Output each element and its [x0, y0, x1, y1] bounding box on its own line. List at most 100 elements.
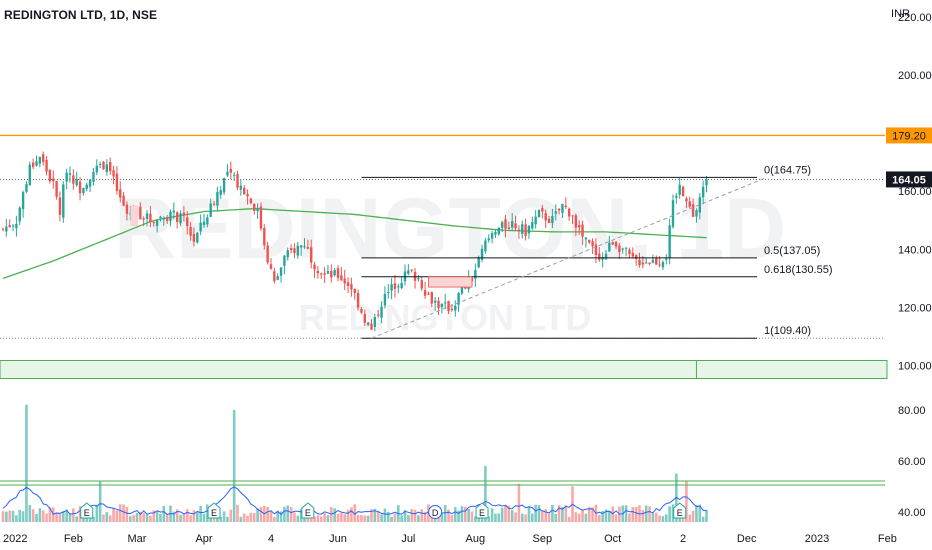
- candle-body: [427, 293, 430, 295]
- candle: [243, 185, 246, 195]
- earnings-marker-icon: [80, 502, 94, 519]
- candle: [149, 206, 152, 228]
- volume-bar: [688, 514, 692, 522]
- candle: [28, 161, 31, 186]
- candle-body: [494, 232, 497, 235]
- candle-body: [594, 244, 598, 255]
- candle: [263, 224, 266, 250]
- candle: [18, 206, 21, 226]
- candle-body: [169, 211, 172, 221]
- event-marker-earnings: E: [673, 502, 687, 519]
- candle: [212, 200, 216, 207]
- candle: [232, 172, 236, 181]
- candle-body: [383, 293, 387, 306]
- candle-body: [578, 225, 581, 228]
- volume-bar: [1, 511, 5, 522]
- event-marker-label: E: [677, 508, 683, 518]
- volume-tick-label: 40.00: [898, 507, 926, 519]
- candle-body: [634, 255, 638, 260]
- last-price-label: 164.05: [892, 174, 926, 186]
- volume-bar: [185, 509, 189, 522]
- candle-body: [521, 224, 524, 234]
- candle: [45, 156, 48, 176]
- candle: [192, 227, 196, 247]
- candle-body: [323, 273, 326, 275]
- candle-body: [641, 262, 645, 265]
- volume-bar: [648, 506, 651, 522]
- candle: [155, 219, 159, 233]
- candle-body: [370, 323, 373, 330]
- candle: [427, 291, 430, 296]
- candle: [373, 313, 377, 332]
- volume-bar: [283, 506, 286, 522]
- volume-bar: [18, 509, 22, 522]
- candle-body: [165, 217, 169, 221]
- candle-body: [310, 247, 313, 263]
- volume-bar: [175, 509, 179, 522]
- candle-body: [675, 195, 678, 198]
- volume-bar: [631, 507, 635, 522]
- volume-bar: [373, 508, 377, 522]
- volume-bar: [350, 507, 353, 522]
- candle-body: [480, 248, 484, 260]
- fib-label-1: 1(109.40): [764, 325, 811, 337]
- volume-bar: [239, 516, 243, 522]
- candle: [55, 180, 58, 200]
- candle: [5, 219, 8, 237]
- candle: [68, 166, 72, 183]
- candle-body: [571, 215, 574, 217]
- volume-bar: [286, 505, 290, 522]
- candle-body: [340, 275, 343, 281]
- candle-body: [490, 233, 494, 239]
- candle: [165, 215, 169, 224]
- candle-body: [155, 220, 159, 226]
- candle: [353, 288, 356, 300]
- candle-body: [350, 284, 353, 290]
- volume-bar: [363, 515, 367, 522]
- candle-body: [38, 156, 42, 164]
- volume-bar: [5, 511, 8, 522]
- candle-body: [695, 210, 698, 217]
- volume-bar: [547, 513, 551, 522]
- candle-body: [196, 232, 199, 243]
- volume-bar: [510, 510, 514, 522]
- time-tick-label: 2: [680, 533, 686, 545]
- volume-bar: [31, 509, 35, 522]
- candle: [202, 213, 206, 229]
- candle-body: [182, 212, 186, 216]
- candle-body: [58, 197, 62, 215]
- candle-body: [514, 223, 517, 229]
- candle-body: [293, 248, 296, 254]
- earnings-marker-icon: [673, 502, 687, 519]
- candle: [608, 235, 611, 253]
- candle-body: [527, 225, 531, 234]
- volume-bar: [574, 512, 578, 522]
- candle-body: [507, 227, 511, 230]
- volume-bar: [11, 510, 15, 522]
- candle: [383, 286, 387, 309]
- candle: [246, 189, 249, 205]
- candle-body: [561, 203, 564, 213]
- candle: [313, 261, 316, 279]
- candle: [35, 155, 38, 167]
- candle: [336, 265, 340, 282]
- candle: [11, 224, 15, 231]
- volume-bar: [289, 506, 293, 522]
- price-axis: 220.00 200.00 160.00 140.00 120.00 100.00 179.…: [886, 12, 932, 519]
- volume-bar: [661, 516, 665, 522]
- candle: [279, 267, 283, 283]
- candle: [65, 168, 68, 190]
- volume-bar: [413, 509, 417, 522]
- candle: [517, 225, 521, 239]
- candle-body: [119, 189, 122, 198]
- candle: [430, 291, 433, 308]
- candle-body: [356, 293, 360, 308]
- candle-body: [524, 224, 527, 236]
- candle-body: [18, 207, 21, 222]
- candle: [507, 221, 511, 230]
- volume-bar: [557, 505, 561, 522]
- candle: [199, 214, 202, 236]
